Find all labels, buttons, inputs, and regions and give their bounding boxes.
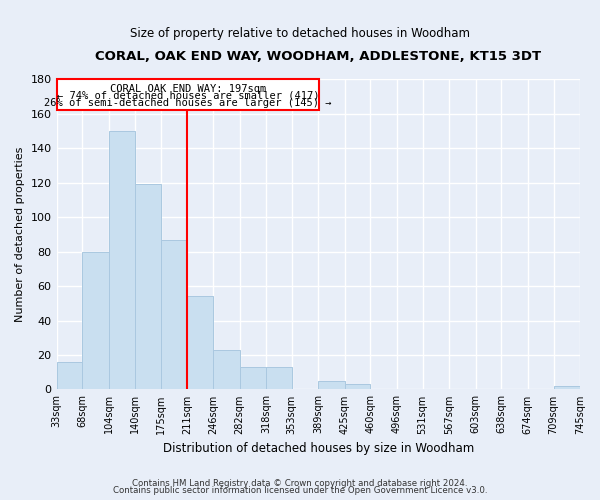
Text: Contains public sector information licensed under the Open Government Licence v3: Contains public sector information licen… bbox=[113, 486, 487, 495]
Text: Contains HM Land Registry data © Crown copyright and database right 2024.: Contains HM Land Registry data © Crown c… bbox=[132, 478, 468, 488]
Bar bbox=[82, 252, 109, 390]
Bar bbox=[161, 240, 187, 390]
Bar bbox=[135, 184, 161, 390]
Bar bbox=[213, 350, 239, 390]
Text: 26% of semi-detached houses are larger (145) →: 26% of semi-detached houses are larger (… bbox=[44, 98, 332, 108]
Bar bbox=[239, 367, 266, 390]
Bar bbox=[345, 384, 370, 390]
Bar bbox=[266, 367, 292, 390]
Bar bbox=[56, 362, 82, 390]
Text: ← 74% of detached houses are smaller (417): ← 74% of detached houses are smaller (41… bbox=[56, 90, 319, 101]
Bar bbox=[56, 80, 319, 110]
Text: Size of property relative to detached houses in Woodham: Size of property relative to detached ho… bbox=[130, 28, 470, 40]
Y-axis label: Number of detached properties: Number of detached properties bbox=[15, 147, 25, 322]
Title: CORAL, OAK END WAY, WOODHAM, ADDLESTONE, KT15 3DT: CORAL, OAK END WAY, WOODHAM, ADDLESTONE,… bbox=[95, 50, 541, 63]
Text: CORAL OAK END WAY: 197sqm: CORAL OAK END WAY: 197sqm bbox=[110, 84, 266, 94]
Bar bbox=[554, 386, 580, 390]
Bar bbox=[109, 131, 135, 390]
Bar bbox=[318, 381, 345, 390]
X-axis label: Distribution of detached houses by size in Woodham: Distribution of detached houses by size … bbox=[163, 442, 474, 455]
Bar bbox=[187, 296, 213, 390]
